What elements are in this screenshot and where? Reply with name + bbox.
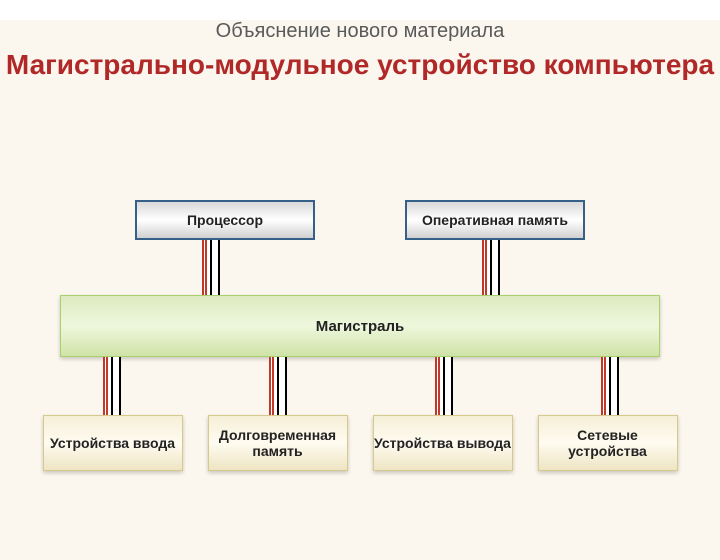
box-label: Долговременная память xyxy=(209,427,347,459)
slide-title: Магистрально-модульное устройство компью… xyxy=(0,48,720,82)
box-processor: Процессор xyxy=(135,200,315,240)
bus: Магистраль xyxy=(60,295,660,357)
bus-label: Магистраль xyxy=(316,318,404,335)
connector xyxy=(103,357,121,415)
bottom-row: Устройства ввода Долговременная память У… xyxy=(0,415,720,471)
connector xyxy=(435,357,453,415)
connector xyxy=(269,357,287,415)
connector xyxy=(482,240,500,295)
box-label: Оперативная память xyxy=(422,212,568,228)
box-label: Устройства вывода xyxy=(374,435,511,451)
top-row: Процессор Оперативная память xyxy=(0,200,720,240)
box-label: Сетевые устройства xyxy=(539,427,677,459)
box-label: Процессор xyxy=(187,212,263,228)
slide-subtitle: Объяснение нового материала xyxy=(0,20,720,43)
connector xyxy=(202,240,220,295)
box-ram: Оперативная память xyxy=(405,200,585,240)
box-input-devices: Устройства ввода xyxy=(43,415,183,471)
connector xyxy=(601,357,619,415)
box-storage: Долговременная память xyxy=(208,415,348,471)
slide: Объяснение нового материала Магистрально… xyxy=(0,20,720,560)
box-network-devices: Сетевые устройства xyxy=(538,415,678,471)
box-output-devices: Устройства вывода xyxy=(373,415,513,471)
box-label: Устройства ввода xyxy=(50,435,175,451)
